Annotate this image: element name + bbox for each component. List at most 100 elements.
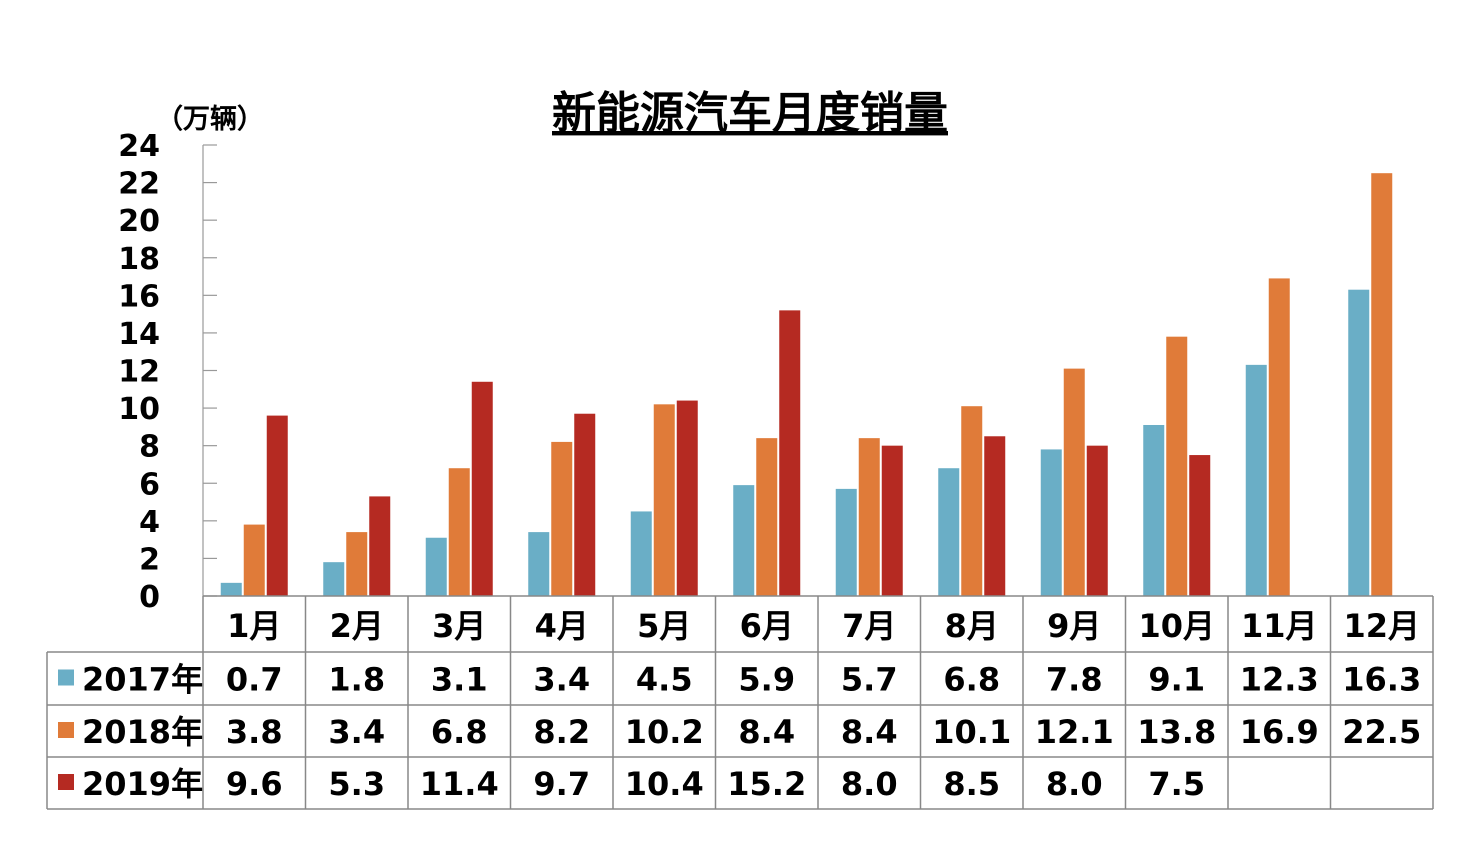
bar-2018年-3月 xyxy=(448,468,470,596)
data-label: 10.4 xyxy=(625,765,704,803)
data-label: 9.6 xyxy=(226,765,283,803)
y-tick-label: 6 xyxy=(139,467,160,502)
bar-2017年-6月 xyxy=(733,485,755,596)
bar-2019年-6月 xyxy=(779,310,801,596)
data-label: 7.5 xyxy=(1148,765,1205,803)
data-label: 3.4 xyxy=(533,661,590,699)
bar-2017年-10月 xyxy=(1143,424,1165,596)
y-tick-label: 2 xyxy=(139,542,160,577)
bar-2017年-9月 xyxy=(1040,449,1062,596)
legend-swatch-2017年 xyxy=(58,669,74,686)
data-label: 5.7 xyxy=(841,661,898,699)
bar-2017年-4月 xyxy=(528,532,550,596)
data-label: 8.0 xyxy=(841,765,898,803)
y-tick-label: 20 xyxy=(118,204,160,239)
x-category-label: 11月 xyxy=(1241,607,1318,645)
bar-2018年-4月 xyxy=(551,441,573,596)
data-label: 13.8 xyxy=(1137,713,1216,751)
data-label: 3.8 xyxy=(226,713,283,751)
data-label: 1.8 xyxy=(328,661,385,699)
x-category-label: 10月 xyxy=(1138,607,1215,645)
y-tick-label: 24 xyxy=(118,129,160,164)
data-label: 8.4 xyxy=(841,713,898,751)
legend-label: 2019年 xyxy=(82,765,203,803)
bar-2017年-2月 xyxy=(323,562,345,596)
data-label: 6.8 xyxy=(943,661,1000,699)
y-tick-label: 4 xyxy=(139,505,160,540)
x-category-label: 4月 xyxy=(535,607,589,645)
data-label: 4.5 xyxy=(636,661,693,699)
data-label: 15.2 xyxy=(727,765,806,803)
data-label: 8.5 xyxy=(943,765,1000,803)
bar-2018年-7月 xyxy=(858,438,880,596)
data-label: 16.3 xyxy=(1342,661,1421,699)
bar-2019年-4月 xyxy=(574,413,596,596)
data-label: 8.2 xyxy=(533,713,590,751)
chart-title: 新能源汽车月度销量 xyxy=(552,88,948,139)
data-label: 0.7 xyxy=(226,661,283,699)
bar-2018年-10月 xyxy=(1166,336,1188,596)
bar-2019年-1月 xyxy=(266,415,288,596)
x-category-label: 2月 xyxy=(330,607,384,645)
x-category-label: 1月 xyxy=(227,607,281,645)
bar-2017年-5月 xyxy=(630,511,652,596)
data-label: 8.0 xyxy=(1046,765,1103,803)
data-label: 9.1 xyxy=(1148,661,1205,699)
data-label: 3.1 xyxy=(431,661,488,699)
bar-2017年-1月 xyxy=(220,582,242,596)
bar-2018年-11月 xyxy=(1268,278,1290,596)
x-category-label: 9月 xyxy=(1047,607,1101,645)
legend-label: 2018年 xyxy=(82,713,203,751)
data-label: 5.9 xyxy=(738,661,795,699)
y-tick-label: 8 xyxy=(139,430,160,465)
data-label: 16.9 xyxy=(1240,713,1319,751)
y-unit-label: （万辆） xyxy=(156,104,264,135)
bar-2017年-7月 xyxy=(835,488,857,596)
bar-2019年-5月 xyxy=(676,400,698,596)
data-label: 8.4 xyxy=(738,713,795,751)
bar-2018年-6月 xyxy=(756,438,778,596)
legend-label: 2017年 xyxy=(82,661,203,699)
y-tick-label: 22 xyxy=(118,167,160,202)
bar-2019年-8月 xyxy=(984,436,1006,596)
y-tick-label: 0 xyxy=(139,580,160,615)
bar-2017年-12月 xyxy=(1348,289,1370,596)
bar-2017年-3月 xyxy=(425,537,447,596)
legend-swatch-2018年 xyxy=(58,722,74,738)
bar-2019年-9月 xyxy=(1086,445,1108,596)
bar-2019年-7月 xyxy=(881,445,903,596)
data-label: 12.3 xyxy=(1240,661,1319,699)
data-label: 10.1 xyxy=(932,713,1011,751)
legend-swatch-2019年 xyxy=(58,774,74,790)
bar-2017年-11月 xyxy=(1245,364,1267,596)
bar-2018年-2月 xyxy=(346,532,368,596)
bar-2018年-9月 xyxy=(1063,368,1085,596)
x-category-label: 3月 xyxy=(432,607,486,645)
x-category-label: 8月 xyxy=(945,607,999,645)
bar-2017年-8月 xyxy=(938,468,960,596)
data-label: 6.8 xyxy=(431,713,488,751)
bar-2019年-10月 xyxy=(1189,455,1211,596)
bar-2018年-12月 xyxy=(1371,173,1393,596)
x-category-label: 7月 xyxy=(842,607,896,645)
data-label: 11.4 xyxy=(420,765,499,803)
data-label: 3.4 xyxy=(328,713,385,751)
bar-2018年-5月 xyxy=(653,404,675,596)
y-tick-label: 12 xyxy=(118,355,160,390)
bar-2018年-1月 xyxy=(243,524,265,596)
y-tick-label: 10 xyxy=(118,392,160,427)
x-category-label: 12月 xyxy=(1343,607,1420,645)
y-tick-label: 14 xyxy=(118,317,160,352)
y-tick-label: 18 xyxy=(118,242,160,277)
bar-2018年-8月 xyxy=(961,406,983,596)
data-label: 12.1 xyxy=(1035,713,1114,751)
data-label: 22.5 xyxy=(1342,713,1421,751)
x-category-label: 6月 xyxy=(740,607,794,645)
y-tick-label: 16 xyxy=(118,279,160,314)
x-category-label: 5月 xyxy=(637,607,691,645)
data-label: 5.3 xyxy=(328,765,385,803)
data-label: 7.8 xyxy=(1046,661,1103,699)
bar-2019年-2月 xyxy=(369,496,391,596)
bar-2019年-3月 xyxy=(471,381,493,596)
